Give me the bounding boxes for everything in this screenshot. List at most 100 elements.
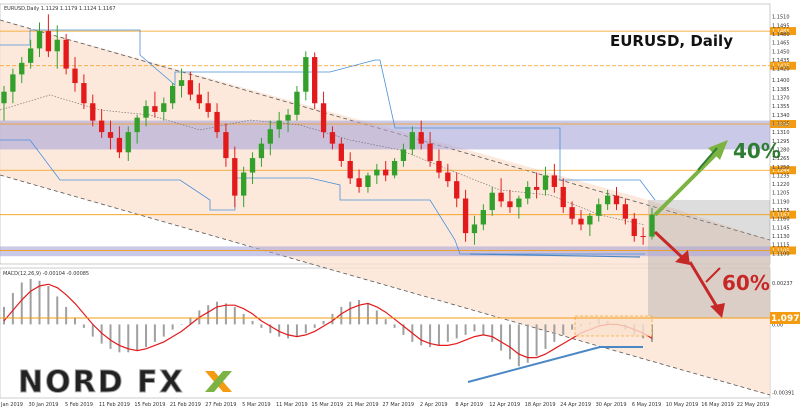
candle-body-0 — [1, 91, 7, 104]
candle-body-25 — [223, 132, 229, 159]
candle-body-60 — [533, 186, 540, 190]
macd-bar-53 — [473, 324, 476, 332]
x-axis: 24 Jan 2019 30 Jan 2019 5 Feb 2019 11 Feb 2… — [0, 402, 769, 408]
y-tick-label-5: 1.1435 — [772, 58, 790, 64]
macd-bar-52 — [464, 324, 467, 335]
y-tick-label-22: 1.1175 — [772, 208, 790, 214]
y-tick-label-6: 1.1420 — [772, 67, 790, 73]
down-arrowhead-2 — [710, 303, 725, 318]
candle-body-1 — [10, 74, 16, 92]
macd-bar-12 — [109, 324, 112, 349]
candle-body-30 — [267, 129, 273, 144]
candle-body-65 — [578, 218, 584, 225]
candle-body-15 — [134, 117, 140, 133]
target-level-tag — [770, 312, 800, 324]
candle-body-69 — [613, 195, 620, 205]
x-tick-label-6: 27 Feb 2019 — [205, 402, 236, 408]
macd-bar-1 — [11, 292, 14, 325]
candle-body-45 — [400, 149, 407, 161]
macd-bar-27 — [242, 313, 245, 325]
macd-bar-24 — [216, 301, 219, 325]
y-axis: 1.15101.14951.14801.14651.14501.14351.14… — [772, 15, 790, 258]
y-tick-label-15: 1.1280 — [772, 147, 790, 153]
macd-bar-42 — [375, 310, 378, 325]
macd-bar-31 — [278, 324, 281, 337]
macd-bar-29 — [260, 324, 263, 328]
up-arrowhead — [708, 140, 728, 160]
macd-bar-58 — [517, 324, 520, 367]
candle-body-57 — [507, 201, 513, 208]
macd-bar-16 — [145, 324, 148, 348]
candle-body-49 — [436, 160, 442, 173]
macd-bar-59 — [526, 324, 529, 363]
candle-body-4 — [36, 31, 43, 49]
logo-x-accent-2 — [205, 371, 232, 392]
forecast-box — [648, 200, 770, 318]
x-tick-label-19: 10 May 2019 — [666, 402, 699, 408]
macd-bar-39 — [349, 301, 352, 325]
x-tick-label-3: 11 Feb 2019 — [99, 402, 130, 408]
candle-body-43 — [383, 169, 389, 176]
macd-bar-11 — [100, 324, 103, 344]
macd-bar-32 — [287, 324, 290, 339]
candle-body-47 — [418, 132, 424, 144]
macd-bar-35 — [313, 324, 316, 328]
x-tick-label-20: 16 May 2019 — [701, 402, 734, 408]
candle-body-29 — [258, 143, 265, 159]
up-pct-pointer — [697, 147, 718, 171]
level-tag-label-3: 1.1244 — [772, 168, 790, 174]
macd-bar-7 — [65, 306, 68, 325]
x-tick-label-9: 15 Mar 2019 — [311, 402, 343, 408]
candle-body-63 — [560, 186, 566, 208]
y-tick-label-14: 1.1295 — [772, 139, 790, 145]
y-tick-label-4: 1.1450 — [772, 49, 790, 55]
down-pct-pointer — [705, 267, 721, 283]
x-tick-label-2: 5 Feb 2019 — [65, 402, 93, 408]
candle-body-23 — [205, 103, 211, 112]
candle-body-61 — [542, 175, 549, 190]
y-tick-label-16: 1.1265 — [772, 156, 790, 162]
candle-body-68 — [604, 195, 611, 205]
y-tick-label-21: 1.1190 — [772, 199, 790, 205]
macd-bar-17 — [153, 324, 156, 342]
y-tick-label-0: 1.1510 — [772, 15, 790, 21]
macd-bar-61 — [544, 324, 547, 349]
candle-body-55 — [489, 192, 495, 211]
macd-bar-50 — [446, 324, 449, 342]
macd-bar-44 — [393, 324, 396, 328]
y-tick-label-20: 1.1205 — [772, 191, 790, 197]
level-tag-3 — [770, 166, 796, 175]
candle-body-9 — [81, 83, 87, 104]
macd-bar-13 — [118, 324, 121, 353]
candle-body-13 — [116, 137, 123, 153]
x-tick-label-4: 15 Feb 2019 — [134, 402, 165, 408]
descending-channel — [0, 20, 770, 395]
candle-body-66 — [587, 215, 593, 225]
candle-body-31 — [276, 120, 282, 130]
candle-body-18 — [161, 103, 167, 112]
macd-bar-6 — [56, 296, 59, 325]
level-tag-label-0: 1.1485 — [772, 29, 790, 35]
candle-body-28 — [249, 158, 256, 173]
macd-bar-33 — [295, 324, 298, 337]
macd-bar-57 — [508, 324, 511, 360]
macd-bar-62 — [553, 324, 556, 342]
candle-body-39 — [347, 160, 353, 179]
level-tag-0 — [770, 27, 796, 36]
x-tick-label-5: 21 Feb 2019 — [170, 402, 201, 408]
candle-body-67 — [596, 204, 602, 216]
macd-bar-38 — [340, 306, 343, 325]
y-tick-label-3: 1.1465 — [772, 41, 790, 47]
y-tick-label-12: 1.1325 — [772, 121, 790, 127]
macd-bar-5 — [47, 285, 50, 325]
macd-bar-0 — [3, 306, 5, 325]
candle-body-5 — [45, 31, 52, 52]
candle-body-71 — [631, 218, 637, 237]
x-tick-label-13: 8 Apr 2019 — [455, 402, 483, 408]
y-tick-label-10: 1.1355 — [772, 104, 790, 110]
down-pct: 60% — [722, 271, 770, 295]
channel-lower-line — [0, 174, 771, 396]
y-tick-label-19: 1.1220 — [772, 182, 790, 188]
macd-bar-9 — [82, 324, 85, 328]
y-tick-label-11: 1.1340 — [772, 113, 790, 119]
